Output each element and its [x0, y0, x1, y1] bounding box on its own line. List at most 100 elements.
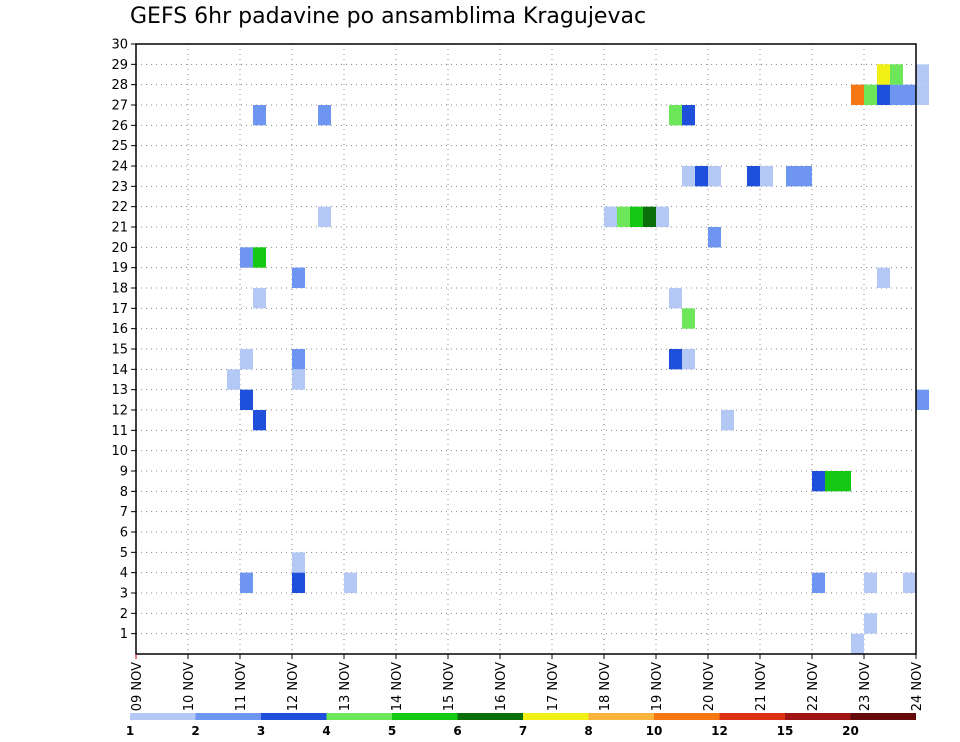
- heatmap-cell: [877, 84, 890, 105]
- y-tick-label: 24: [111, 160, 128, 175]
- y-tick-label: 8: [120, 485, 128, 500]
- heatmap-cell: [253, 105, 266, 126]
- y-tick-label: 1: [120, 627, 128, 642]
- y-tick-label: 5: [120, 546, 128, 561]
- heatmap-cell: [747, 166, 760, 187]
- y-tick-label: 21: [111, 221, 128, 236]
- heatmap-cell: [292, 349, 305, 370]
- y-tick-label: 10: [111, 444, 128, 459]
- colorbar-label: 3: [257, 724, 265, 738]
- y-tick-label: 16: [111, 322, 128, 337]
- heatmap-cell: [240, 349, 253, 370]
- y-tick-label: 7: [120, 505, 128, 520]
- heatmap-cell: [656, 206, 669, 227]
- chart-title: GEFS 6hr padavine po ansamblima Kragujev…: [130, 4, 647, 29]
- x-tick-label: 14 NOV: [390, 662, 405, 711]
- x-tick-label: 24 NOV: [910, 662, 925, 711]
- heatmap-cell: [643, 206, 656, 227]
- heatmap-cell: [292, 369, 305, 390]
- heatmap-cell: [721, 410, 734, 431]
- colorbar-segment: [261, 713, 327, 720]
- y-tick-label: 27: [111, 99, 128, 114]
- y-tick-label: 15: [111, 343, 128, 358]
- y-tick-label: 12: [111, 404, 128, 419]
- y-tick-label: 6: [120, 526, 128, 541]
- x-tick-label: 12 NOV: [286, 662, 301, 711]
- x-tick-label: 23 NOV: [858, 662, 873, 711]
- colorbar-segment: [785, 713, 851, 720]
- heatmap-cell: [916, 64, 929, 85]
- y-tick-label: 26: [111, 119, 128, 134]
- colorbar-segment: [326, 713, 392, 720]
- heatmap-cell: [812, 572, 825, 593]
- heatmap-cell: [903, 572, 916, 593]
- colorbar-segment: [850, 713, 916, 720]
- heatmap-cell: [617, 206, 630, 227]
- y-tick-label: 14: [111, 363, 128, 378]
- x-tick-label: 11 NOV: [234, 662, 249, 711]
- heatmap-cell: [890, 64, 903, 85]
- y-tick-label: 22: [111, 200, 128, 215]
- heatmap-cell: [318, 206, 331, 227]
- heatmap-cell: [669, 105, 682, 126]
- x-tick-label: 22 NOV: [806, 662, 821, 711]
- y-tick-label: 18: [111, 282, 128, 297]
- y-tick-label: 30: [111, 38, 128, 53]
- y-tick-label: 11: [111, 424, 128, 439]
- heatmap-cell: [825, 471, 838, 492]
- y-tick-label: 4: [120, 566, 128, 581]
- x-tick-label: 17 NOV: [546, 662, 561, 711]
- heatmap-cell: [916, 84, 929, 105]
- heatmap-cell: [916, 389, 929, 410]
- colorbar-label: 8: [584, 724, 592, 738]
- heatmap-cell: [669, 349, 682, 370]
- heatmap-cell: [604, 206, 617, 227]
- heatmap-cell: [253, 410, 266, 431]
- heatmap-cell: [708, 227, 721, 248]
- heatmap-cell: [851, 84, 864, 105]
- y-tick-label: 20: [111, 241, 128, 256]
- colorbar-label: 4: [322, 724, 330, 738]
- heatmap-cell: [890, 84, 903, 105]
- heatmap-cell: [695, 166, 708, 187]
- heatmap-cell: [682, 105, 695, 126]
- x-tick-label: 16 NOV: [494, 662, 509, 711]
- colorbar-segment: [523, 713, 589, 720]
- heatmap-cell: [864, 84, 877, 105]
- y-tick-label: 23: [111, 180, 128, 195]
- x-tick-label: 19 NOV: [650, 662, 665, 711]
- colorbar-segment: [588, 713, 654, 720]
- heatmap-cell: [630, 206, 643, 227]
- heatmap-cell: [292, 552, 305, 573]
- heatmap-cell: [799, 166, 812, 187]
- y-tick-label: 25: [111, 139, 128, 154]
- x-tick-label: 18 NOV: [598, 662, 613, 711]
- heatmap-cell: [903, 84, 916, 105]
- heatmap-cell: [227, 369, 240, 390]
- colorbar-segment: [719, 713, 785, 720]
- heatmap-cell: [864, 572, 877, 593]
- heatmap-cell: [851, 633, 864, 654]
- heatmap-cell: [253, 288, 266, 309]
- y-tick-label: 19: [111, 261, 128, 276]
- y-tick-label: 2: [120, 607, 128, 622]
- x-tick-label: 21 NOV: [754, 662, 769, 711]
- colorbar-segment: [392, 713, 458, 720]
- heatmap-cell: [708, 166, 721, 187]
- colorbar-label: 6: [453, 724, 461, 738]
- heatmap-cell: [812, 471, 825, 492]
- heatmap-cell: [877, 267, 890, 288]
- y-tick-label: 13: [111, 383, 128, 398]
- heatmap-cell: [292, 267, 305, 288]
- x-tick-label: 20 NOV: [702, 662, 717, 711]
- heatmap-cell: [760, 166, 773, 187]
- colorbar-label: 10: [646, 724, 663, 738]
- heatmap-cell: [318, 105, 331, 126]
- y-tick-label: 29: [111, 58, 128, 73]
- heatmap-cell: [240, 389, 253, 410]
- x-tick-label: 13 NOV: [338, 662, 353, 711]
- x-tick-label: 10 NOV: [182, 662, 197, 711]
- colorbar-label: 12: [711, 724, 728, 738]
